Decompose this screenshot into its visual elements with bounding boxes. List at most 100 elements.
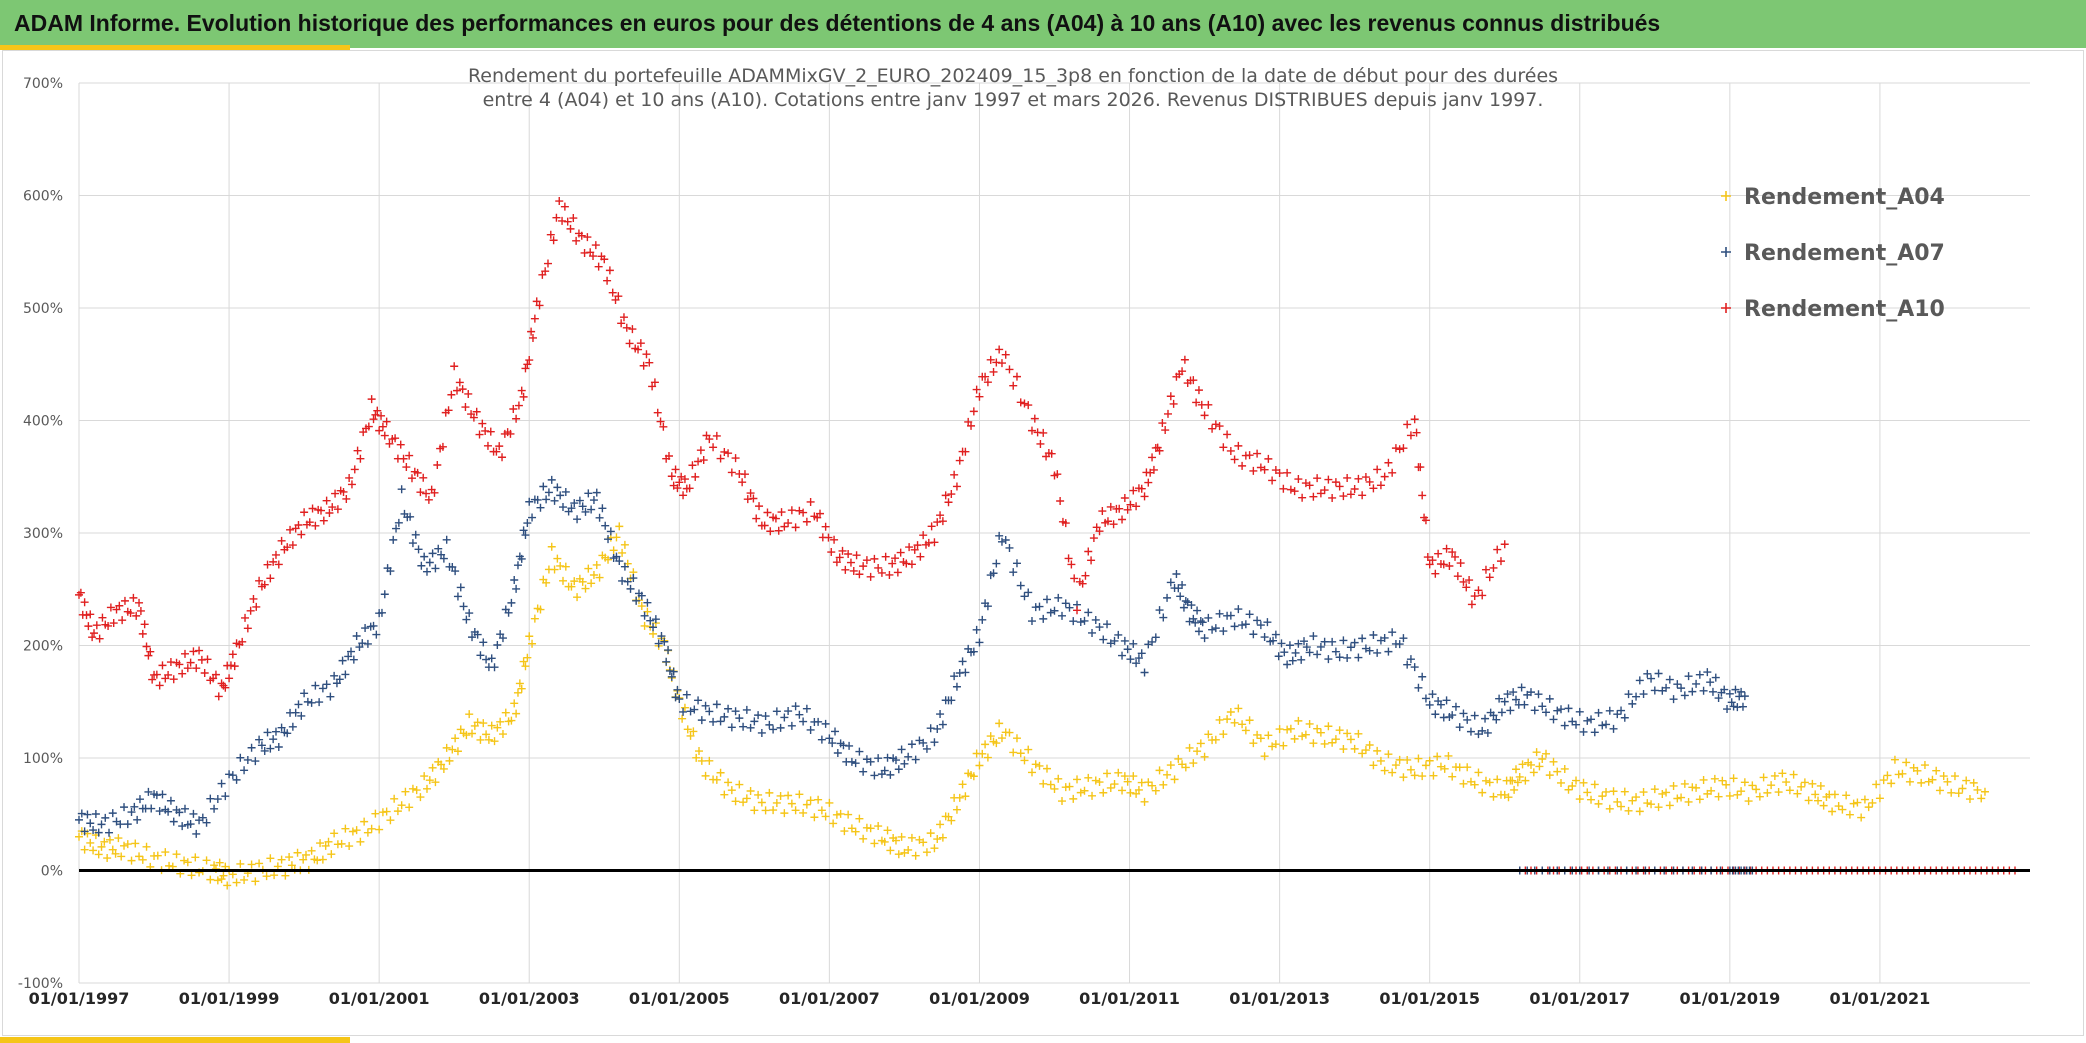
data-point xyxy=(1309,492,1318,501)
data-point xyxy=(1283,660,1292,669)
data-point xyxy=(371,809,380,818)
data-point xyxy=(411,530,420,539)
data-point xyxy=(1179,603,1188,612)
data-point xyxy=(490,663,499,672)
data-point xyxy=(1120,772,1129,781)
data-point xyxy=(473,718,482,727)
data-point xyxy=(1699,686,1708,695)
data-point xyxy=(528,513,537,522)
data-point xyxy=(930,844,939,853)
accent-bar-top xyxy=(0,45,350,50)
series-rendement-a10 xyxy=(75,197,1509,701)
data-point xyxy=(152,791,161,800)
data-point xyxy=(1070,574,1079,583)
data-point xyxy=(1189,376,1198,385)
y-tick-label: 600% xyxy=(23,189,63,205)
data-point xyxy=(437,760,446,769)
data-point xyxy=(739,798,748,807)
data-point xyxy=(1448,711,1457,720)
data-point xyxy=(1538,754,1547,763)
data-point xyxy=(1024,401,1033,410)
y-tick-label: 400% xyxy=(23,414,63,430)
data-point xyxy=(1166,578,1175,587)
data-point xyxy=(1463,715,1472,724)
data-point xyxy=(1054,593,1063,602)
data-point xyxy=(1328,738,1337,747)
data-point xyxy=(1178,367,1187,376)
data-point xyxy=(1211,420,1220,429)
data-point xyxy=(1617,706,1626,715)
data-point xyxy=(1204,400,1213,409)
data-point xyxy=(855,747,864,756)
data-point xyxy=(123,820,132,829)
data-point xyxy=(1376,481,1385,490)
data-point xyxy=(1365,646,1374,655)
data-point xyxy=(780,713,789,722)
data-point xyxy=(1560,764,1569,773)
data-point xyxy=(1155,446,1164,455)
data-point xyxy=(1587,715,1596,724)
data-point xyxy=(451,734,460,743)
data-point xyxy=(831,727,840,736)
data-point xyxy=(716,768,725,777)
data-point xyxy=(1669,695,1678,704)
data-point xyxy=(236,859,245,868)
data-point xyxy=(1204,613,1213,622)
data-point xyxy=(413,468,422,477)
data-point xyxy=(75,832,83,841)
data-point xyxy=(225,674,234,683)
data-point xyxy=(1253,616,1262,625)
data-point xyxy=(1109,520,1118,529)
data-point xyxy=(1643,669,1652,678)
data-point xyxy=(1309,739,1318,748)
data-point xyxy=(1481,776,1490,785)
data-point xyxy=(1005,728,1014,737)
data-point xyxy=(1373,465,1382,474)
data-point xyxy=(213,795,222,804)
data-point xyxy=(941,491,950,500)
data-point xyxy=(1260,465,1269,474)
legend-marker xyxy=(1721,191,1731,201)
data-point xyxy=(288,541,297,550)
data-point xyxy=(952,805,961,814)
data-point xyxy=(825,798,834,807)
data-point xyxy=(495,442,504,451)
data-point xyxy=(118,616,127,625)
data-point xyxy=(1883,771,1892,780)
data-point xyxy=(1778,769,1787,778)
data-point xyxy=(255,735,264,744)
data-point xyxy=(1148,781,1157,790)
data-point xyxy=(465,609,474,618)
data-point xyxy=(307,698,316,707)
x-tick-label: 01/01/2001 xyxy=(329,989,430,1008)
data-point xyxy=(705,756,714,765)
data-point xyxy=(904,845,913,854)
data-point xyxy=(1744,797,1753,806)
data-point xyxy=(933,835,942,844)
data-point xyxy=(724,704,733,713)
data-point xyxy=(288,722,297,731)
data-point xyxy=(1277,639,1286,648)
data-point xyxy=(1624,690,1633,699)
data-point xyxy=(266,744,275,753)
data-point xyxy=(1219,443,1228,452)
data-point xyxy=(754,711,763,720)
grid-lines xyxy=(78,82,2030,984)
data-point xyxy=(1164,409,1172,418)
data-point xyxy=(308,504,317,513)
data-point xyxy=(836,809,845,818)
data-point xyxy=(1673,794,1682,803)
data-point xyxy=(795,506,804,515)
data-point xyxy=(1230,455,1239,464)
data-point xyxy=(1770,771,1779,780)
data-point xyxy=(849,566,858,575)
data-point xyxy=(662,657,671,666)
data-point xyxy=(634,345,643,354)
data-point xyxy=(428,763,437,772)
data-point xyxy=(1474,768,1483,777)
data-point xyxy=(1727,698,1736,707)
data-point xyxy=(1053,470,1062,479)
data-point xyxy=(453,592,462,601)
data-point xyxy=(1602,787,1611,796)
data-point xyxy=(1132,659,1141,668)
